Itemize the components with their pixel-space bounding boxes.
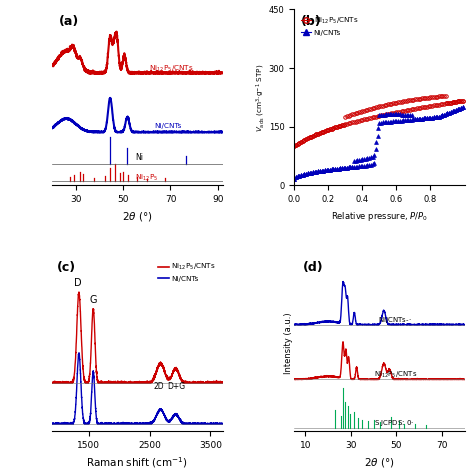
Text: (b): (b) (301, 15, 321, 28)
Text: D: D (74, 278, 82, 288)
Text: S JCPDS: 0$\cdot$: S JCPDS: 0$\cdot$ (374, 418, 414, 428)
Text: Ni/CNTs-$\cdot$: Ni/CNTs-$\cdot$ (378, 315, 412, 325)
Text: (a): (a) (59, 15, 79, 28)
Text: Ni/CNTs: Ni/CNTs (154, 123, 181, 129)
X-axis label: 2$\theta$ (°): 2$\theta$ (°) (122, 210, 153, 222)
Text: G: G (90, 295, 97, 305)
Text: Ni$_{12}$P$_5$: Ni$_{12}$P$_5$ (135, 173, 158, 182)
Text: (c): (c) (57, 261, 76, 274)
Legend: Ni$_{12}$P$_5$/CNTs, Ni/CNTs: Ni$_{12}$P$_5$/CNTs, Ni/CNTs (155, 259, 219, 285)
Text: Ni$_{12}$P$_5$/CNTs: Ni$_{12}$P$_5$/CNTs (149, 64, 194, 74)
Legend: Ni$_{12}$P$_5$/CNTs, Ni/CNTs: Ni$_{12}$P$_5$/CNTs, Ni/CNTs (298, 13, 361, 39)
Text: Ni: Ni (135, 153, 143, 162)
Text: Ni$_{12}$P$_5$/CNTs: Ni$_{12}$P$_5$/CNTs (374, 370, 417, 380)
X-axis label: Relative pressure, $P/P_0$: Relative pressure, $P/P_0$ (331, 210, 428, 222)
X-axis label: Raman shift (cm$^{-1}$): Raman shift (cm$^{-1}$) (86, 456, 188, 470)
Text: (d): (d) (302, 261, 323, 274)
Text: 2D: 2D (154, 383, 164, 392)
Y-axis label: Intensity (a.u.): Intensity (a.u.) (284, 313, 293, 374)
Text: D+G: D+G (167, 383, 185, 392)
Y-axis label: $V_{\mathregular{ads}}$ (cm$^3$$\cdot$g$^{-1}$ STP): $V_{\mathregular{ads}}$ (cm$^3$$\cdot$g$… (255, 63, 267, 132)
X-axis label: 2$\theta$ (°): 2$\theta$ (°) (364, 456, 395, 469)
